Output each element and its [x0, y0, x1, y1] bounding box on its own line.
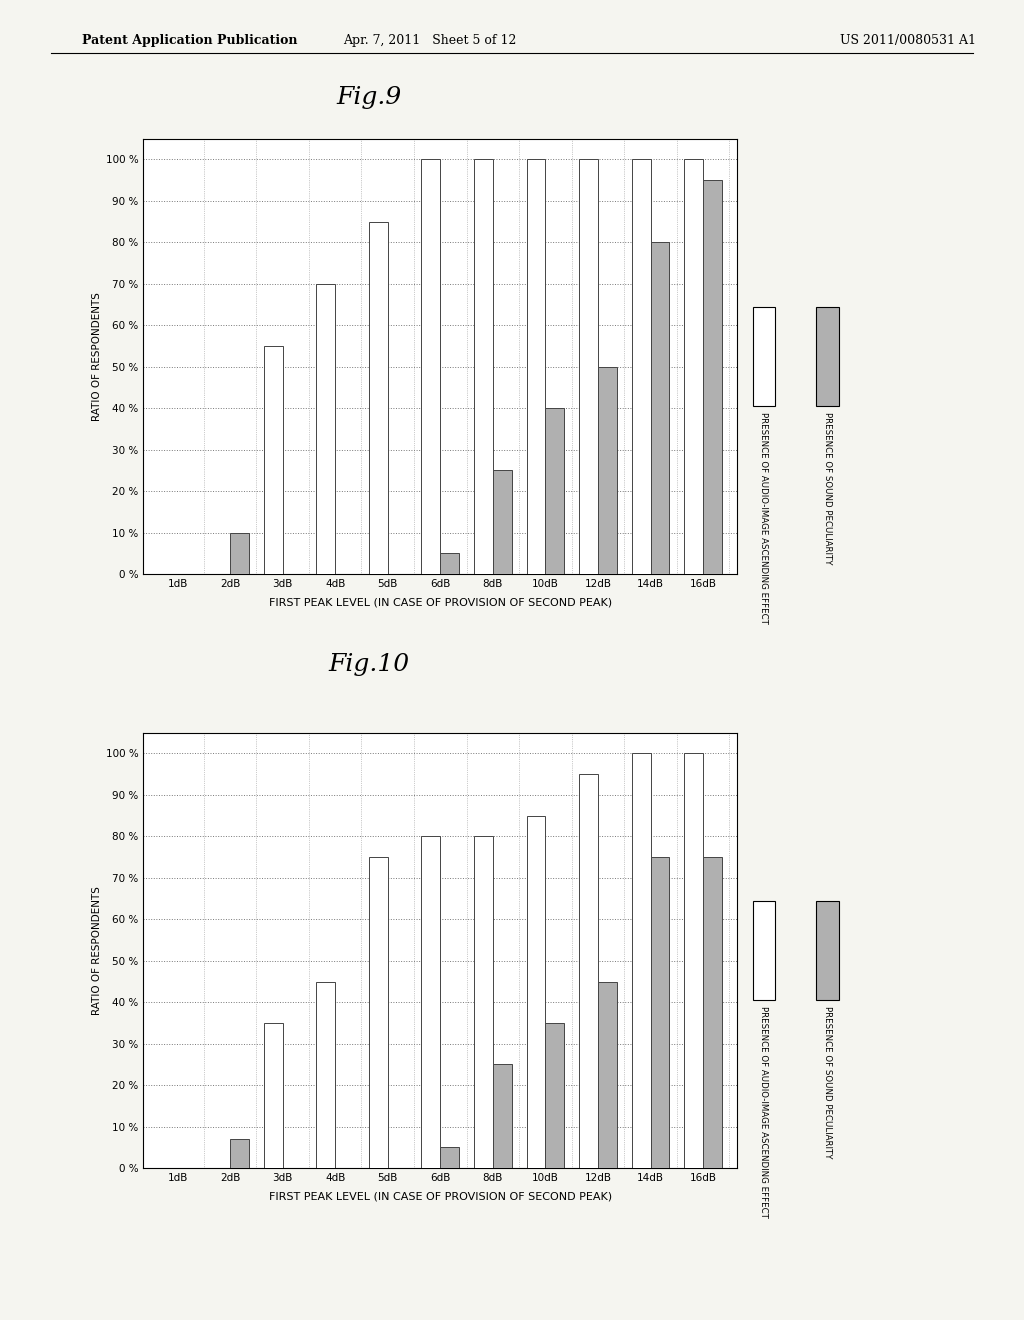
Bar [703, 857, 722, 1168]
Bar [684, 754, 703, 1168]
Bar [703, 180, 722, 574]
Bar [632, 754, 650, 1168]
Bar [369, 222, 388, 574]
Bar [526, 160, 546, 574]
Bar [474, 837, 493, 1168]
Bar [369, 857, 388, 1168]
Text: PRESENCE OF SOUND PECULIARITY: PRESENCE OF SOUND PECULIARITY [823, 412, 831, 565]
Bar [230, 533, 249, 574]
Bar [422, 160, 440, 574]
Bar [580, 774, 598, 1168]
Bar [546, 1023, 564, 1168]
Bar [650, 857, 670, 1168]
Bar [598, 982, 616, 1168]
Bar [440, 1147, 459, 1168]
Bar [650, 243, 670, 574]
Bar [598, 367, 616, 574]
Text: PRESENCE OF AUDIO-IMAGE ASCENDING EFFECT: PRESENCE OF AUDIO-IMAGE ASCENDING EFFECT [760, 1006, 768, 1218]
Bar [546, 408, 564, 574]
Bar [632, 160, 650, 574]
Bar [493, 470, 512, 574]
Bar [264, 346, 283, 574]
Text: US 2011/0080531 A1: US 2011/0080531 A1 [840, 34, 976, 48]
Bar [440, 553, 459, 574]
Text: PRESENCE OF SOUND PECULIARITY: PRESENCE OF SOUND PECULIARITY [823, 1006, 831, 1159]
Text: Fig.9: Fig.9 [336, 86, 401, 108]
Y-axis label: RATIO OF RESPONDENTS: RATIO OF RESPONDENTS [91, 886, 101, 1015]
Bar [580, 160, 598, 574]
Bar [474, 160, 493, 574]
Y-axis label: RATIO OF RESPONDENTS: RATIO OF RESPONDENTS [91, 292, 101, 421]
Text: Apr. 7, 2011   Sheet 5 of 12: Apr. 7, 2011 Sheet 5 of 12 [343, 34, 517, 48]
Bar [493, 1064, 512, 1168]
Text: Fig.10: Fig.10 [328, 653, 410, 676]
Bar [264, 1023, 283, 1168]
Bar [684, 160, 703, 574]
Bar [316, 982, 335, 1168]
Bar [526, 816, 546, 1168]
Text: Patent Application Publication: Patent Application Publication [82, 34, 297, 48]
Text: PRESENCE OF AUDIO-IMAGE ASCENDING EFFECT: PRESENCE OF AUDIO-IMAGE ASCENDING EFFECT [760, 412, 768, 624]
Bar [316, 284, 335, 574]
X-axis label: FIRST PEAK LEVEL (IN CASE OF PROVISION OF SECOND PEAK): FIRST PEAK LEVEL (IN CASE OF PROVISION O… [268, 1192, 612, 1201]
X-axis label: FIRST PEAK LEVEL (IN CASE OF PROVISION OF SECOND PEAK): FIRST PEAK LEVEL (IN CASE OF PROVISION O… [268, 598, 612, 607]
Bar [230, 1139, 249, 1168]
Bar [422, 837, 440, 1168]
